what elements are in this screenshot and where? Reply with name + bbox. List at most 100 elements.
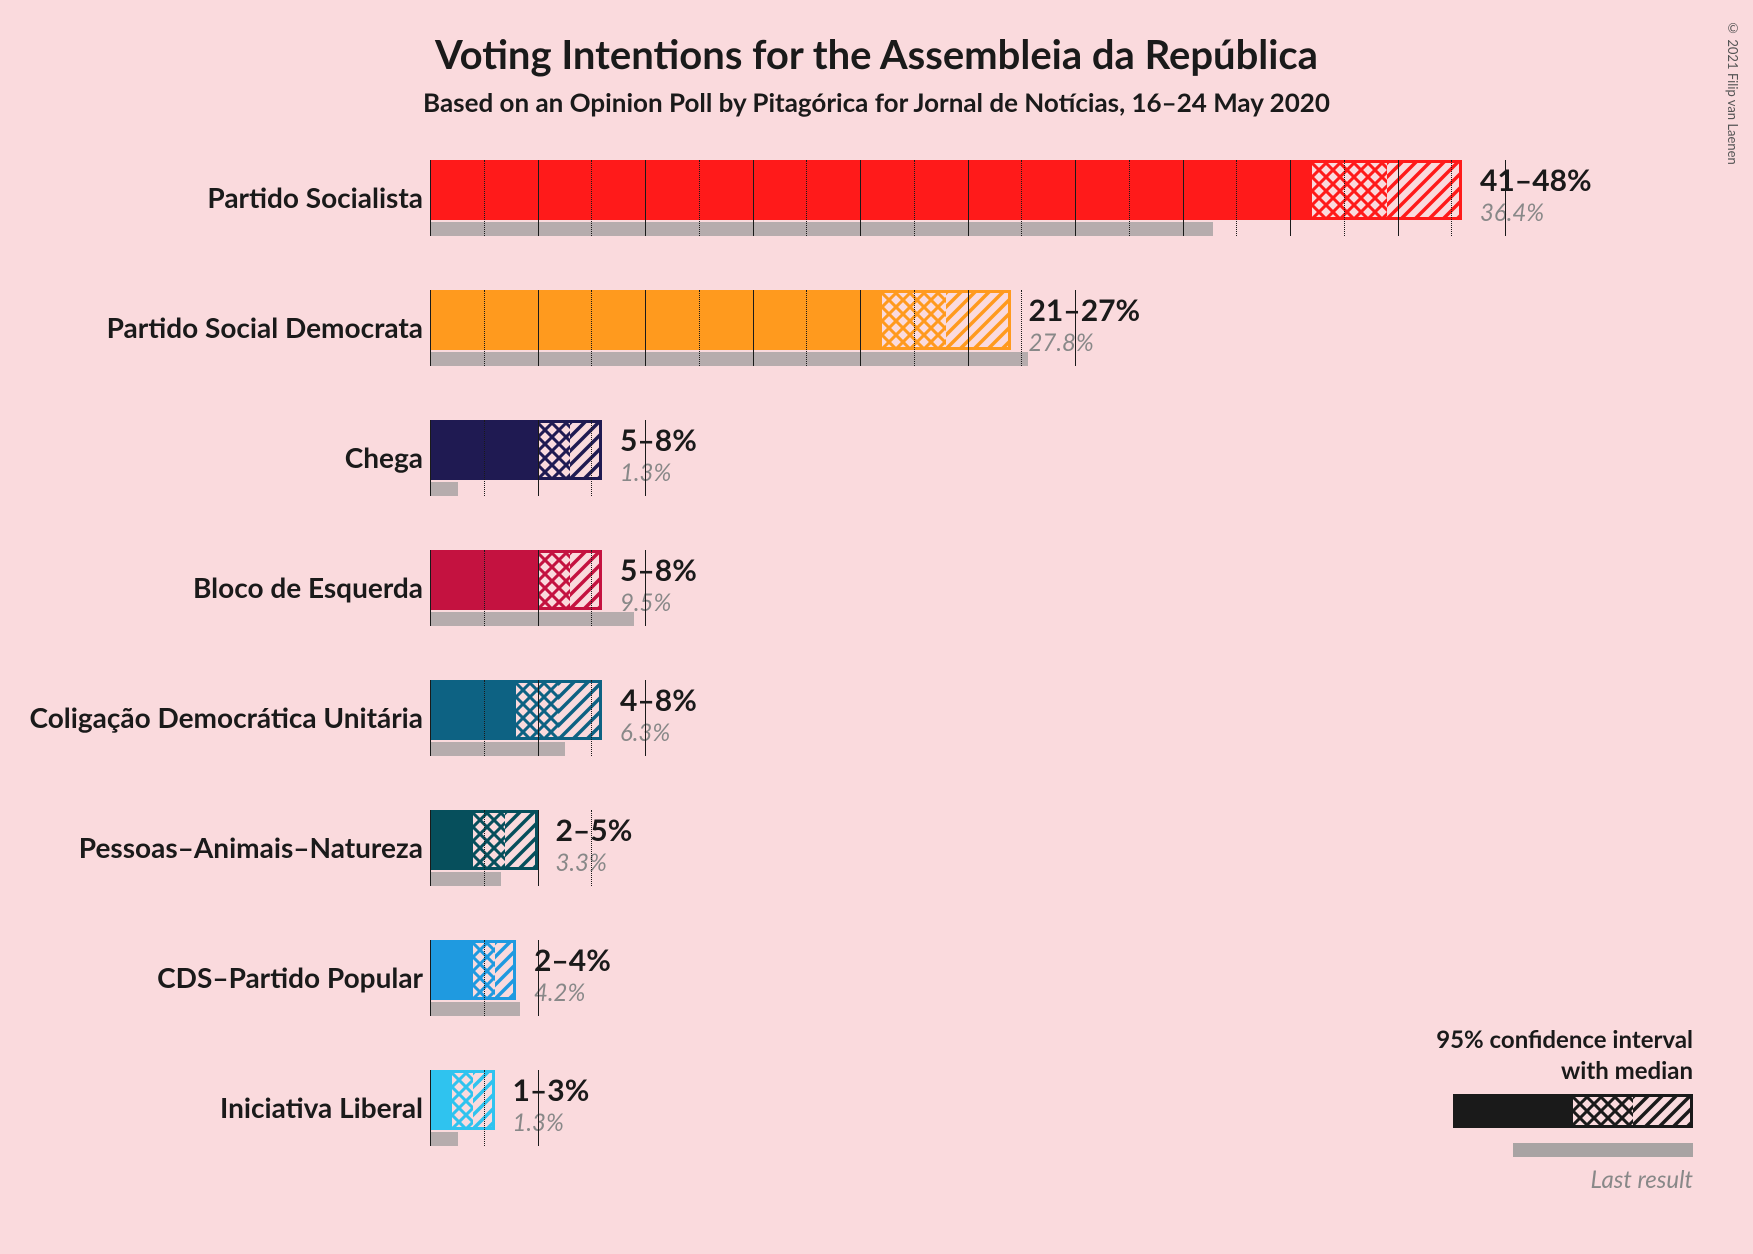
last-result-bar — [430, 482, 458, 496]
party-label: Bloco de Esquerda — [193, 570, 423, 604]
party-label: Pessoas–Animais–Natureza — [79, 830, 423, 864]
gridline-major — [1183, 160, 1184, 236]
gridline-minor — [591, 290, 592, 366]
bar-solid — [430, 160, 1312, 220]
gridline-major — [430, 550, 431, 626]
bar-solid — [430, 810, 473, 870]
gridline-major — [645, 550, 646, 626]
gridline-major — [860, 160, 861, 236]
range-label: 1–3% — [513, 1072, 590, 1108]
gridline-minor — [1129, 160, 1130, 236]
gridline-major — [538, 420, 539, 496]
party-row: Partido Socialista41–48%36.4% — [0, 150, 1753, 260]
gridline-major — [645, 160, 646, 236]
chart-title: Voting Intentions for the Assembleia da … — [0, 0, 1753, 78]
bar-solid — [430, 940, 473, 1000]
party-label: Iniciativa Liberal — [220, 1090, 423, 1124]
gridline-major — [968, 160, 969, 236]
bar-solid — [430, 680, 516, 740]
gridline-major — [1290, 160, 1291, 236]
range-label: 4–8% — [620, 682, 697, 718]
bar-diaghatch — [559, 680, 602, 740]
gridline-minor — [806, 290, 807, 366]
gridline-minor — [484, 290, 485, 366]
gridline-minor — [591, 550, 592, 626]
gridline-major — [645, 680, 646, 756]
gridline-major — [430, 290, 431, 366]
previous-label: 4.2% — [534, 978, 585, 1007]
gridline-major — [538, 680, 539, 756]
bar-diaghatch — [495, 940, 517, 1000]
party-row: Bloco de Esquerda5–8%9.5% — [0, 540, 1753, 650]
legend-ci-bar — [1453, 1094, 1693, 1128]
gridline-minor — [484, 420, 485, 496]
last-result-bar — [430, 872, 501, 886]
gridline-major — [753, 290, 754, 366]
last-result-bar — [430, 1002, 520, 1016]
bar-crosshatch — [452, 1070, 474, 1130]
bar-crosshatch — [473, 810, 505, 870]
gridline-minor — [914, 290, 915, 366]
gridline-minor — [591, 420, 592, 496]
gridline-major — [645, 290, 646, 366]
gridline-minor — [1236, 160, 1237, 236]
gridline-major — [430, 160, 431, 236]
gridline-minor — [484, 160, 485, 236]
gridline-minor — [1021, 290, 1022, 366]
bar-diaghatch — [505, 810, 537, 870]
gridline-major — [968, 290, 969, 366]
bar-crosshatch — [538, 420, 570, 480]
gridline-minor — [591, 810, 592, 886]
party-label: Partido Socialista — [207, 180, 423, 214]
bar-diaghatch — [946, 290, 1011, 350]
gridline-major — [1505, 160, 1506, 236]
last-result-bar — [430, 222, 1213, 236]
range-label: 5–8% — [620, 552, 697, 588]
gridline-minor — [484, 810, 485, 886]
gridline-major — [860, 290, 861, 366]
bar-crosshatch — [1312, 160, 1387, 220]
legend-ci-line1: 95% confidence interval — [1436, 1024, 1693, 1055]
party-label: CDS–Partido Popular — [157, 960, 423, 994]
legend: 95% confidence interval with median Last… — [1436, 1024, 1693, 1194]
gridline-minor — [806, 160, 807, 236]
gridline-minor — [591, 680, 592, 756]
party-row: Pessoas–Animais–Natureza2–5%3.3% — [0, 800, 1753, 910]
gridline-minor — [484, 680, 485, 756]
gridline-major — [753, 160, 754, 236]
last-result-bar — [430, 352, 1028, 366]
gridline-major — [538, 160, 539, 236]
gridline-major — [1398, 160, 1399, 236]
gridline-major — [1075, 290, 1076, 366]
gridline-minor — [591, 160, 592, 236]
range-label: 21–27% — [1029, 292, 1141, 328]
copyright-notice: © 2021 Filip van Laenen — [1725, 20, 1741, 165]
gridline-major — [538, 1070, 539, 1146]
gridline-major — [538, 550, 539, 626]
gridline-major — [430, 810, 431, 886]
last-result-bar — [430, 1132, 458, 1146]
legend-ci-line2: with median — [1436, 1055, 1693, 1086]
party-row: Partido Social Democrata21–27%27.8% — [0, 280, 1753, 390]
gridline-minor — [1451, 160, 1452, 236]
gridline-major — [430, 1070, 431, 1146]
gridline-major — [430, 940, 431, 1016]
previous-label: 36.4% — [1480, 198, 1544, 227]
gridline-major — [1075, 160, 1076, 236]
chart-subtitle: Based on an Opinion Poll by Pitagórica f… — [0, 86, 1753, 118]
gridline-minor — [699, 290, 700, 366]
bar-solid — [430, 290, 882, 350]
gridline-minor — [1021, 160, 1022, 236]
gridline-minor — [1344, 160, 1345, 236]
gridline-minor — [484, 940, 485, 1016]
last-result-bar — [430, 612, 634, 626]
party-row: Chega5–8%1.3% — [0, 410, 1753, 520]
gridline-major — [430, 680, 431, 756]
legend-last-bar — [1513, 1143, 1693, 1157]
gridline-major — [645, 420, 646, 496]
previous-label: 27.8% — [1029, 328, 1094, 357]
gridline-major — [538, 290, 539, 366]
legend-last-label: Last result — [1436, 1165, 1693, 1194]
gridline-minor — [699, 160, 700, 236]
gridline-minor — [914, 160, 915, 236]
